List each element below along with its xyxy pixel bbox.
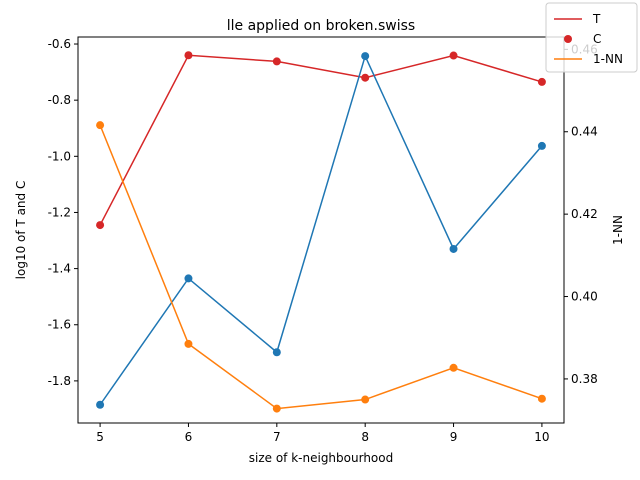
y-right-tick-label: 0.40: [571, 290, 598, 304]
series-0-point: [361, 73, 370, 82]
series-0-point: [184, 51, 193, 60]
series-0-point: [537, 77, 546, 86]
series-0-point: [449, 51, 458, 60]
y-left-tick-label: -1.0: [48, 149, 71, 163]
y-left-tick-label: -0.6: [48, 37, 71, 51]
legend: TC 1-NN: [545, 2, 638, 73]
x-axis-label: size of k-neighbourhood: [249, 451, 393, 465]
series-1-point: [449, 244, 458, 253]
y-right-tick-label: 0.42: [571, 207, 598, 221]
y-left-tick-label: -1.2: [48, 205, 71, 219]
legend-box: [545, 2, 638, 73]
series-2-point: [184, 339, 193, 348]
y-axis-left: -0.6 -0.8 -1.0 -1.2 -1.4 -1.6 -1.8: [48, 37, 78, 388]
chart-title: lle applied on broken.swiss: [227, 18, 415, 34]
legend-marker: [564, 35, 572, 43]
series-1-point: [96, 400, 105, 409]
x-tick-label: 10: [534, 430, 549, 444]
plot-area: [96, 51, 546, 413]
y-axis-left-label: log10 of T and C: [14, 181, 28, 280]
plot-frame: [77, 36, 565, 424]
legend-label: T: [592, 12, 601, 26]
series-line-2: [99, 124, 543, 410]
series-0-point: [96, 221, 105, 230]
y-right-tick-label: 0.44: [571, 125, 598, 139]
y-right-tick-label: 0.38: [571, 372, 598, 386]
y-axis-right: 0.380.400.420.440.46: [564, 42, 598, 386]
series-0-point: [272, 57, 281, 66]
series-line-0: [99, 54, 543, 226]
x-tick-label: 8: [361, 430, 369, 444]
series-2-point: [449, 363, 458, 372]
x-tick-label: 9: [450, 430, 458, 444]
series-1-point: [537, 141, 546, 150]
x-tick-label: 6: [185, 430, 193, 444]
series-1-point: [272, 348, 281, 357]
legend-label: 1-NN: [593, 52, 623, 66]
series-2-point: [537, 394, 546, 403]
x-tick-label: 7: [273, 430, 281, 444]
y-left-tick-label: -0.8: [48, 93, 71, 107]
series-2-point: [272, 404, 281, 413]
series-1-point: [184, 274, 193, 283]
y-left-tick-label: -1.4: [48, 262, 71, 276]
series-line-1: [99, 53, 543, 406]
x-axis: 5 6 7 8 9 10: [96, 423, 550, 444]
y-axis-right-label: 1-NN: [611, 215, 625, 245]
y-left-tick-label: -1.6: [48, 318, 71, 332]
y-left-tick-label: -1.8: [48, 374, 71, 388]
series-1-point: [361, 52, 370, 61]
legend-label: C: [593, 32, 601, 46]
series-2-point: [96, 121, 105, 130]
series-2-point: [361, 395, 370, 404]
x-tick-label: 5: [96, 430, 104, 444]
